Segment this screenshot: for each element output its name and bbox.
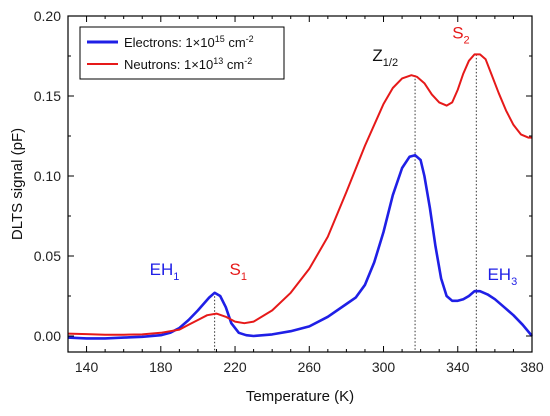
- peak-label: Z1/2: [372, 46, 398, 69]
- peak-label: EH1: [150, 260, 180, 283]
- peak-label-sub: 3: [511, 276, 517, 288]
- x-tick-label: 380: [520, 359, 544, 375]
- peak-label-main: Z: [372, 46, 382, 65]
- y-tick-label: 0.05: [34, 248, 61, 264]
- peak-label: S1: [229, 260, 246, 283]
- y-tick-label: 0.20: [34, 8, 61, 24]
- y-tick-label: 0.15: [34, 88, 61, 104]
- legend-label: Electrons: 1×1015 cm-2: [124, 34, 254, 50]
- legend-box: [79, 26, 285, 80]
- y-axis-title: DLTS signal (pF): [9, 128, 26, 240]
- peak-label-main: S: [452, 23, 463, 42]
- axis-ticks: 140 180 220 260 300 340 380 0.00 0.05 0.10 0.15 0.2…: [34, 8, 544, 375]
- x-tick-label: 180: [149, 359, 173, 375]
- x-tick-label: 300: [372, 359, 396, 375]
- x-tick-label: 220: [223, 359, 247, 375]
- legend: Electrons: 1×1015 cm-2 Neutrons: 1×1013 c…: [79, 26, 285, 80]
- x-axis-title: Temperature (K): [246, 388, 354, 405]
- y-tick-label: 0.00: [34, 328, 61, 344]
- peak-label-sub: 1/2: [383, 57, 398, 69]
- peak-label-main: EH: [150, 260, 174, 279]
- x-tick-label: 260: [298, 359, 322, 375]
- peak-label-sub: 1: [241, 271, 247, 283]
- peak-label: EH3: [487, 265, 517, 288]
- series-line-neutrons: [67, 53, 532, 336]
- peak-label-main: EH: [487, 265, 511, 284]
- series-line-electrons: [67, 153, 534, 340]
- y-tick-label: 0.10: [34, 168, 61, 184]
- peak-label: S2: [452, 23, 469, 46]
- legend-label: Neutrons: 1×1013 cm-2: [124, 56, 252, 72]
- x-tick-label: 140: [75, 359, 99, 375]
- peak-label-sub: 2: [464, 34, 470, 46]
- peak-label-sub: 1: [173, 271, 179, 283]
- plot-frame: [67, 15, 533, 353]
- x-tick-label: 340: [446, 359, 470, 375]
- peak-label-main: S: [229, 260, 240, 279]
